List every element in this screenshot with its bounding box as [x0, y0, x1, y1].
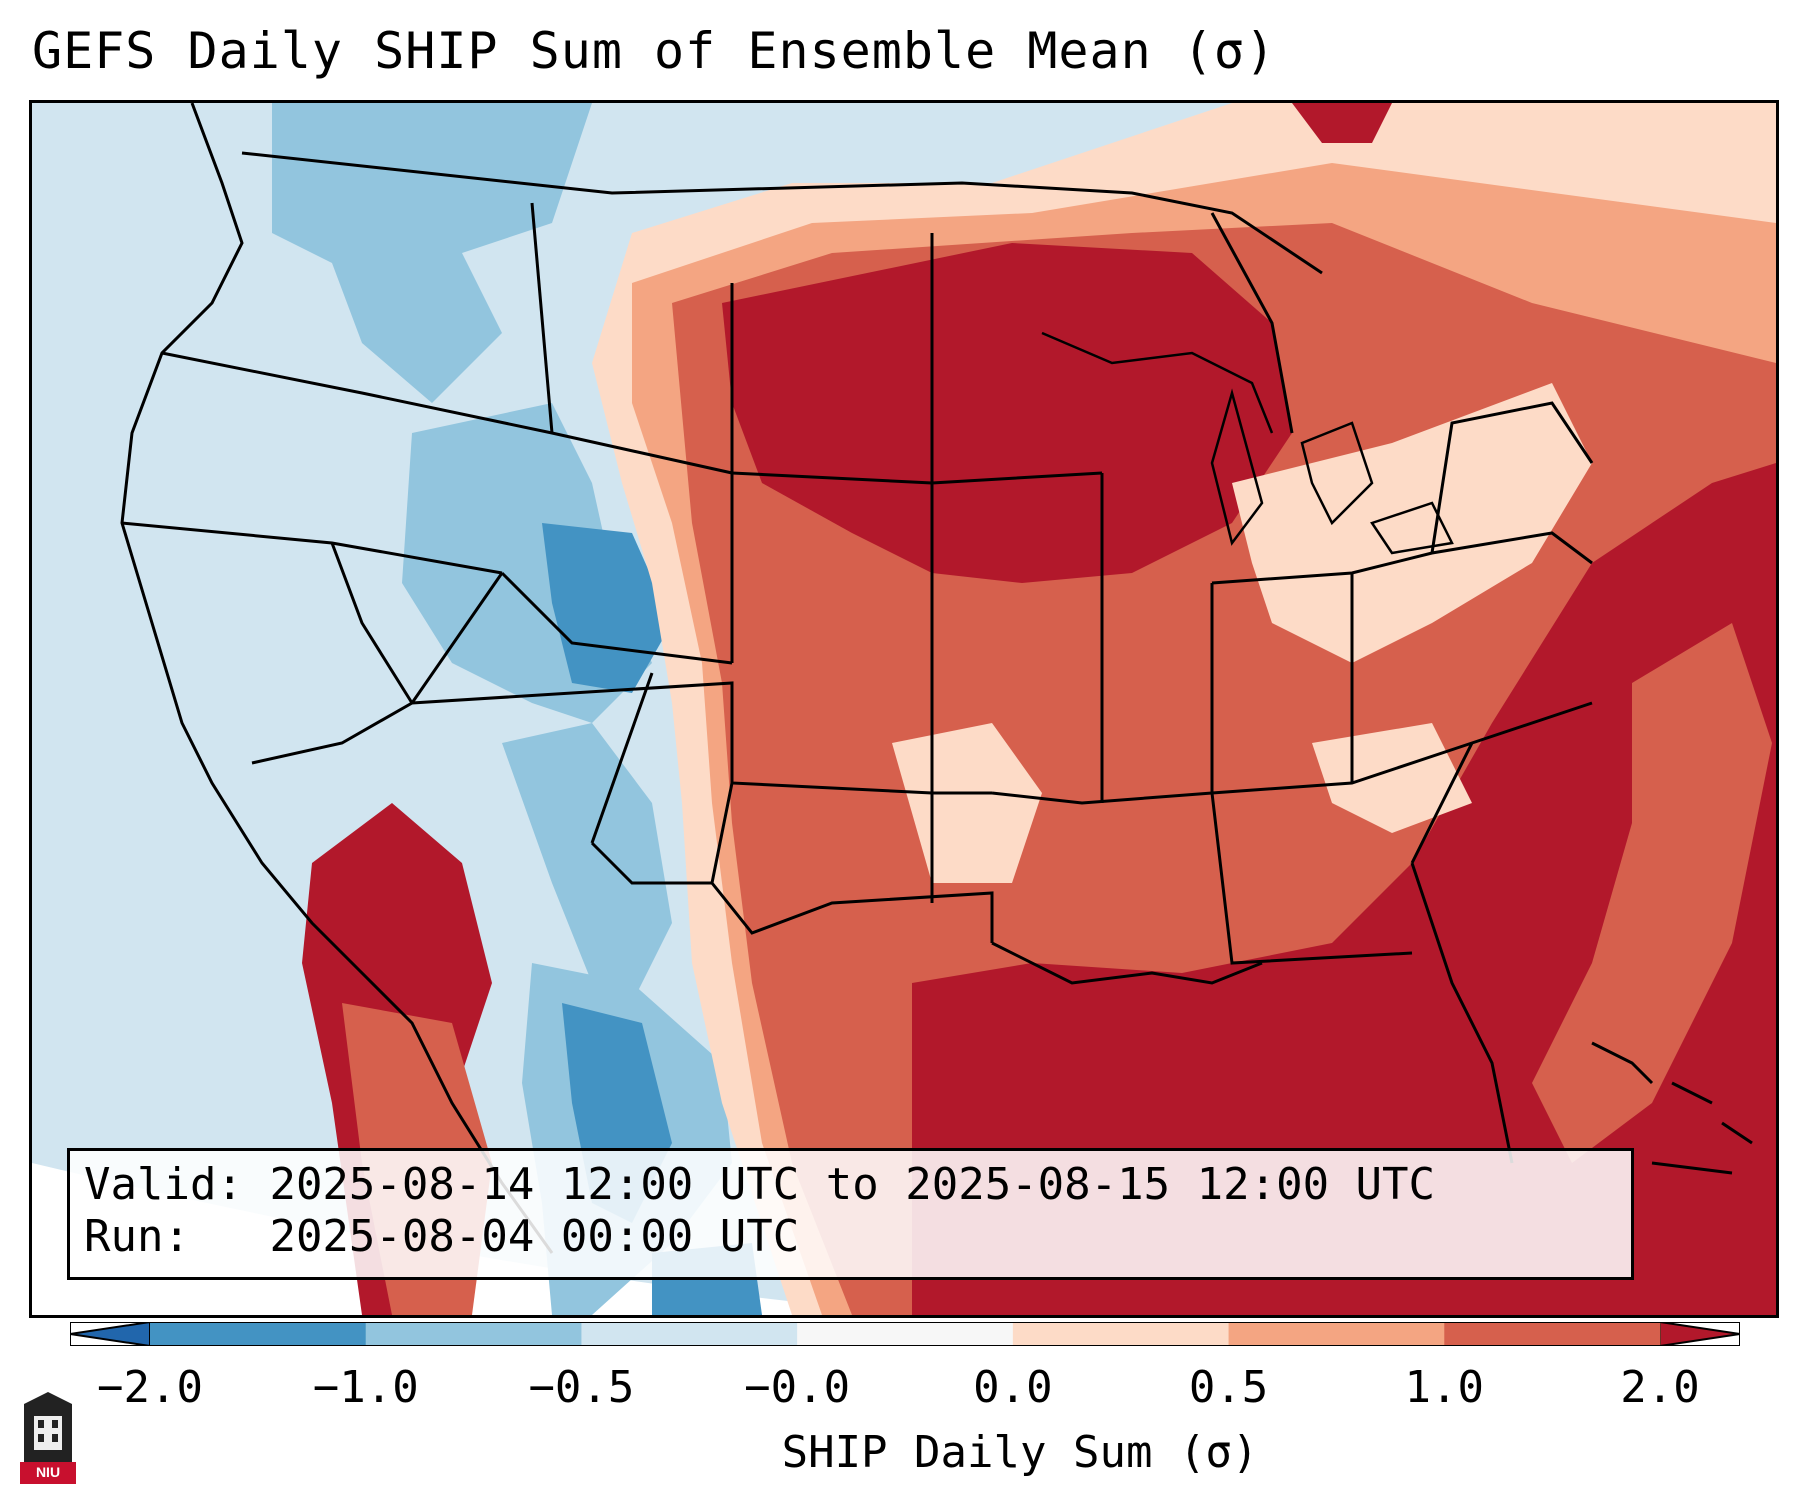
colorbar-segment [150, 1322, 367, 1346]
colorbar-segment [1228, 1322, 1445, 1346]
great-lakes [1041, 331, 1454, 555]
colorbar-tick-label: −0.0 [744, 1362, 851, 1413]
colorbar-tick-label: 2.0 [1620, 1362, 1700, 1413]
colorbar-segment [1444, 1322, 1661, 1346]
anomaly-dark-red-north-central [722, 243, 1292, 583]
valid-run-info-box: Valid: 2025-08-14 12:00 UTC to 2025-08-1… [67, 1148, 1634, 1280]
colorbar-extend-high [1659, 1322, 1740, 1346]
caribbean-islands [1591, 1041, 1753, 1175]
state-borders [120, 103, 1594, 1254]
niu-logo-icon [20, 1392, 76, 1484]
niu-logo: NIU [20, 1390, 76, 1484]
anomaly-light-oklahoma [892, 723, 1042, 883]
colorbar [70, 1322, 1740, 1346]
anomaly-red-atlantic [1532, 623, 1772, 1163]
map-panel [29, 100, 1779, 1318]
valid-label: Valid: [84, 1159, 243, 1210]
anomaly-blue-northwest [272, 103, 592, 403]
colorbar-tick-label: 1.0 [1404, 1362, 1485, 1413]
valid-value: 2025-08-14 12:00 UTC to 2025-08-15 12:00… [269, 1159, 1436, 1210]
colorbar-segment [1012, 1322, 1230, 1346]
colorbar-tick-label: −0.5 [528, 1362, 635, 1413]
colorbar-tick-label: −2.0 [97, 1362, 203, 1413]
anomaly-dark-red-quebec [1292, 103, 1392, 143]
colorbar-segment [797, 1322, 1014, 1346]
colorbar-segment [365, 1322, 582, 1346]
colorbar-extend-low [70, 1322, 151, 1346]
run-value: 2025-08-04 00:00 UTC [269, 1211, 800, 1262]
colorbar-tick-label: −1.0 [312, 1362, 419, 1413]
colorbar-segments [150, 1322, 1661, 1346]
colorbar-tick-label: 0.0 [973, 1362, 1053, 1413]
colorbar-tick-label: 0.5 [1188, 1362, 1269, 1413]
shaded-map [32, 103, 1776, 1315]
anomaly-light-northeast [1232, 383, 1592, 663]
colorbar-label: SHIP Daily Sum (σ) [781, 1427, 1259, 1478]
run-label: Run: [84, 1211, 190, 1262]
map-title: GEFS Daily SHIP Sum of Ensemble Mean (σ) [32, 22, 1277, 80]
colorbar-segment [581, 1322, 798, 1346]
niu-logo-text: NIU [35, 1464, 61, 1480]
anomaly-blue-new-mexico [502, 723, 672, 1003]
